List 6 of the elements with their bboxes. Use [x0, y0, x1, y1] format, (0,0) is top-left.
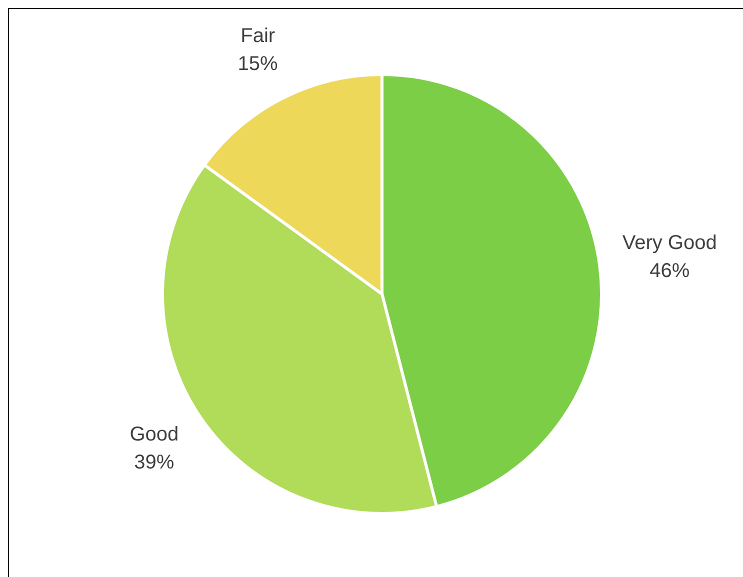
data-label: 15%	[238, 52, 278, 75]
data-label: 46%	[650, 260, 690, 282]
data-label: 39%	[134, 451, 174, 474]
slice-label: Fair	[240, 24, 276, 47]
slice-label: Good	[130, 423, 179, 446]
slice-label: Very Good	[622, 232, 717, 254]
